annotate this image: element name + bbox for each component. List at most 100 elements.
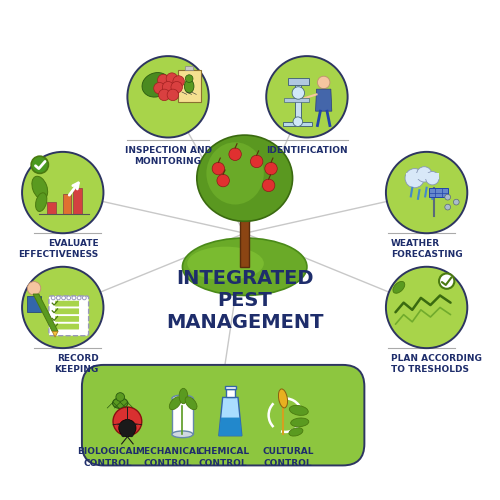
- Circle shape: [262, 179, 275, 192]
- Circle shape: [454, 200, 459, 205]
- Circle shape: [129, 432, 134, 437]
- Text: BIOLOGICAL
CONTROL: BIOLOGICAL CONTROL: [78, 447, 139, 468]
- FancyBboxPatch shape: [55, 324, 79, 330]
- Text: MANAGEMENT: MANAGEMENT: [166, 314, 324, 332]
- FancyBboxPatch shape: [82, 365, 364, 466]
- Circle shape: [445, 204, 450, 210]
- Text: CULTURAL
CONTROL: CULTURAL CONTROL: [262, 447, 314, 468]
- Circle shape: [318, 76, 330, 88]
- Polygon shape: [219, 398, 242, 436]
- Text: PEST: PEST: [218, 291, 272, 310]
- Circle shape: [119, 420, 136, 436]
- Text: CHEMICAL
CONTROL: CHEMICAL CONTROL: [197, 447, 249, 468]
- Ellipse shape: [142, 72, 170, 97]
- Circle shape: [82, 296, 86, 300]
- Ellipse shape: [184, 80, 194, 93]
- Circle shape: [217, 174, 230, 187]
- Circle shape: [293, 117, 302, 126]
- Polygon shape: [406, 174, 438, 179]
- Text: INTEGRATED: INTEGRATED: [176, 269, 314, 288]
- Circle shape: [22, 152, 103, 233]
- Circle shape: [405, 168, 424, 188]
- Circle shape: [292, 86, 304, 99]
- Ellipse shape: [172, 431, 193, 438]
- Circle shape: [173, 76, 184, 87]
- Ellipse shape: [170, 396, 181, 409]
- Ellipse shape: [206, 142, 264, 204]
- Polygon shape: [186, 66, 193, 70]
- Circle shape: [171, 82, 182, 93]
- Ellipse shape: [185, 396, 197, 409]
- Circle shape: [250, 155, 263, 168]
- Circle shape: [166, 73, 177, 85]
- Ellipse shape: [182, 238, 307, 296]
- Polygon shape: [33, 294, 58, 332]
- Circle shape: [120, 424, 124, 428]
- Circle shape: [416, 166, 432, 182]
- Circle shape: [167, 89, 178, 101]
- Polygon shape: [48, 202, 56, 214]
- Ellipse shape: [290, 418, 309, 426]
- Circle shape: [116, 392, 124, 402]
- Ellipse shape: [278, 389, 287, 408]
- Text: RECORD
KEEPING: RECORD KEEPING: [54, 354, 98, 374]
- Polygon shape: [240, 216, 250, 267]
- Ellipse shape: [187, 246, 264, 280]
- Polygon shape: [178, 70, 201, 102]
- Circle shape: [158, 89, 170, 101]
- Circle shape: [130, 424, 136, 428]
- Polygon shape: [295, 82, 301, 122]
- Circle shape: [445, 194, 450, 200]
- Polygon shape: [283, 122, 312, 126]
- Ellipse shape: [179, 388, 188, 404]
- Circle shape: [72, 296, 76, 300]
- Circle shape: [77, 296, 81, 300]
- Polygon shape: [28, 296, 40, 312]
- Polygon shape: [316, 89, 332, 111]
- Circle shape: [31, 156, 48, 174]
- Ellipse shape: [289, 428, 303, 436]
- Circle shape: [266, 56, 347, 138]
- Circle shape: [229, 148, 241, 160]
- Ellipse shape: [112, 398, 128, 408]
- Polygon shape: [226, 389, 235, 398]
- Circle shape: [154, 82, 165, 94]
- Polygon shape: [63, 194, 72, 214]
- Circle shape: [28, 282, 40, 295]
- Text: EVALUATE
EFFECTIVENESS: EVALUATE EFFECTIVENESS: [18, 239, 98, 260]
- Ellipse shape: [393, 282, 405, 294]
- Text: MECHANICAL
CONTROL: MECHANICAL CONTROL: [134, 447, 202, 468]
- Ellipse shape: [32, 176, 48, 200]
- Circle shape: [439, 274, 454, 289]
- Circle shape: [212, 162, 224, 175]
- FancyBboxPatch shape: [49, 296, 88, 336]
- Polygon shape: [288, 78, 310, 85]
- Circle shape: [426, 172, 439, 185]
- Text: PLAN ACCORDING
TO TRESHOLDS: PLAN ACCORDING TO TRESHOLDS: [390, 354, 482, 374]
- Polygon shape: [284, 98, 310, 102]
- Circle shape: [265, 162, 277, 175]
- Polygon shape: [219, 418, 242, 436]
- Polygon shape: [74, 188, 82, 214]
- Text: IDENTIFICATION: IDENTIFICATION: [266, 146, 347, 154]
- Circle shape: [386, 267, 468, 348]
- Circle shape: [121, 432, 126, 437]
- Polygon shape: [172, 398, 193, 434]
- Ellipse shape: [290, 406, 308, 415]
- Circle shape: [62, 296, 66, 300]
- Text: WEATHER
FORECASTING: WEATHER FORECASTING: [390, 239, 462, 260]
- Ellipse shape: [36, 193, 47, 212]
- Text: INSPECTION AND
MONITORING: INSPECTION AND MONITORING: [124, 146, 212, 166]
- Circle shape: [158, 74, 169, 86]
- Polygon shape: [224, 386, 236, 389]
- Circle shape: [186, 75, 193, 82]
- Circle shape: [128, 56, 209, 138]
- Circle shape: [113, 407, 142, 436]
- Ellipse shape: [172, 395, 193, 402]
- Circle shape: [56, 296, 60, 300]
- Circle shape: [22, 267, 103, 348]
- Ellipse shape: [197, 135, 292, 222]
- FancyBboxPatch shape: [55, 308, 79, 314]
- FancyBboxPatch shape: [55, 300, 79, 306]
- Circle shape: [67, 296, 70, 300]
